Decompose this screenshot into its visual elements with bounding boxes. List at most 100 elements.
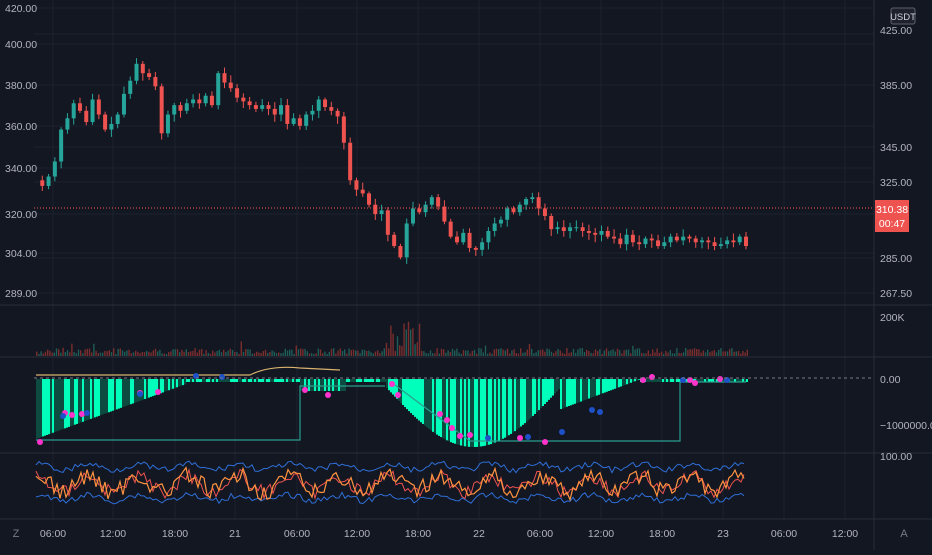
volume-bar xyxy=(80,350,82,356)
osc-bar xyxy=(510,379,512,434)
volume-bar xyxy=(599,349,601,356)
candle-body xyxy=(291,118,296,124)
osc-bar xyxy=(326,379,328,391)
osc-bar xyxy=(300,379,302,391)
osc-upper-line xyxy=(36,366,341,376)
volume-bar xyxy=(390,325,392,356)
candle-body xyxy=(568,227,573,232)
osc-bar xyxy=(68,379,70,427)
osc-bar xyxy=(160,379,162,394)
candle-body xyxy=(354,180,359,190)
volume-bar xyxy=(608,351,610,356)
time-label: 18:00 xyxy=(649,528,675,540)
volume-bar xyxy=(396,336,399,356)
osc-bar xyxy=(472,379,474,447)
volume-bar xyxy=(207,352,209,356)
osc-bar xyxy=(412,379,414,415)
volume-bar xyxy=(269,352,271,356)
osc-bar xyxy=(402,379,404,406)
volume-bar xyxy=(616,348,619,356)
volume-bar xyxy=(412,328,414,356)
osc-bar xyxy=(448,379,450,442)
volume-bar xyxy=(187,351,190,356)
osc-bar xyxy=(658,379,660,382)
volume-bar xyxy=(370,352,372,356)
candle-body xyxy=(140,63,145,74)
volume-bar xyxy=(605,348,608,356)
volume-bar xyxy=(174,349,176,356)
volume-bar xyxy=(368,350,370,356)
volume-bar xyxy=(231,349,234,356)
currency-badge[interactable]: USDT xyxy=(890,7,916,25)
osc-bar xyxy=(638,379,640,380)
volume-bar xyxy=(260,353,262,356)
osc-bar xyxy=(736,379,738,382)
volume-bar xyxy=(548,349,550,356)
volume-bar xyxy=(322,353,324,356)
osc-bar xyxy=(574,379,576,404)
volume-bar xyxy=(575,352,577,356)
volume-bar xyxy=(229,348,231,356)
osc-bar xyxy=(670,379,672,382)
osc-bar xyxy=(468,379,470,447)
volume-bar xyxy=(66,350,69,356)
osc-bar xyxy=(66,379,68,428)
osc-bar xyxy=(674,379,676,382)
osc-bar xyxy=(484,379,486,446)
osc-bar xyxy=(168,379,170,391)
volume-bar xyxy=(471,350,473,356)
osc-bar xyxy=(52,379,54,433)
volume-bar xyxy=(630,353,632,356)
osc-bar xyxy=(664,379,666,382)
zoom-reset-button[interactable]: Z xyxy=(13,528,20,540)
volume-bar xyxy=(550,351,553,356)
volume-bar xyxy=(423,351,425,356)
osc-bar xyxy=(130,379,132,405)
volume-bar xyxy=(663,353,665,356)
volume-bar xyxy=(99,352,102,356)
osc-bar xyxy=(398,379,400,401)
osc-marker xyxy=(389,381,395,387)
osc-bar xyxy=(630,379,632,383)
auto-scale-button[interactable]: A xyxy=(900,528,908,540)
candle-body xyxy=(398,246,403,258)
candle-body xyxy=(511,208,516,213)
time-axis[interactable]: 06:00 12:00 18:00 21 06:00 12:00 18:00 2… xyxy=(40,528,858,540)
candle-body xyxy=(668,236,673,243)
osc-bar xyxy=(744,379,746,382)
volume-bar xyxy=(676,348,678,356)
osc-marker xyxy=(542,439,548,445)
volume-bar xyxy=(227,350,229,356)
volume-bar xyxy=(75,353,77,356)
candle-body xyxy=(681,236,686,241)
time-label: 18:00 xyxy=(162,528,188,540)
volume-bar xyxy=(326,353,328,356)
osc-bar xyxy=(50,379,52,434)
volume-bar xyxy=(388,348,390,356)
osc-bar xyxy=(228,379,230,382)
osc-bar xyxy=(348,379,350,382)
osc-bar xyxy=(64,379,66,429)
candle-body xyxy=(530,197,535,200)
candle-body xyxy=(492,223,497,232)
osc-bar xyxy=(500,379,502,440)
volume-bar xyxy=(733,351,735,356)
volume-bar xyxy=(491,353,493,356)
osc-bar xyxy=(92,379,94,419)
volume-bar xyxy=(379,352,381,356)
osc-bar xyxy=(226,379,228,382)
osc-bar xyxy=(410,379,412,414)
right-price-axis[interactable]: 425.00 385.00 345.00 325.00 285.00 267.5… xyxy=(880,25,932,463)
osc-marker xyxy=(219,374,225,380)
volume-bar xyxy=(467,350,469,356)
osc-axis-label: −1000000.00 xyxy=(880,420,932,432)
volume-bar xyxy=(383,348,385,356)
volume-bar xyxy=(726,351,729,356)
candle-body xyxy=(266,105,271,109)
volume-bar xyxy=(82,353,84,356)
osc-bar xyxy=(706,379,708,382)
volume-bar xyxy=(258,352,260,356)
candle-body xyxy=(643,238,648,245)
volume-bar xyxy=(205,350,207,356)
